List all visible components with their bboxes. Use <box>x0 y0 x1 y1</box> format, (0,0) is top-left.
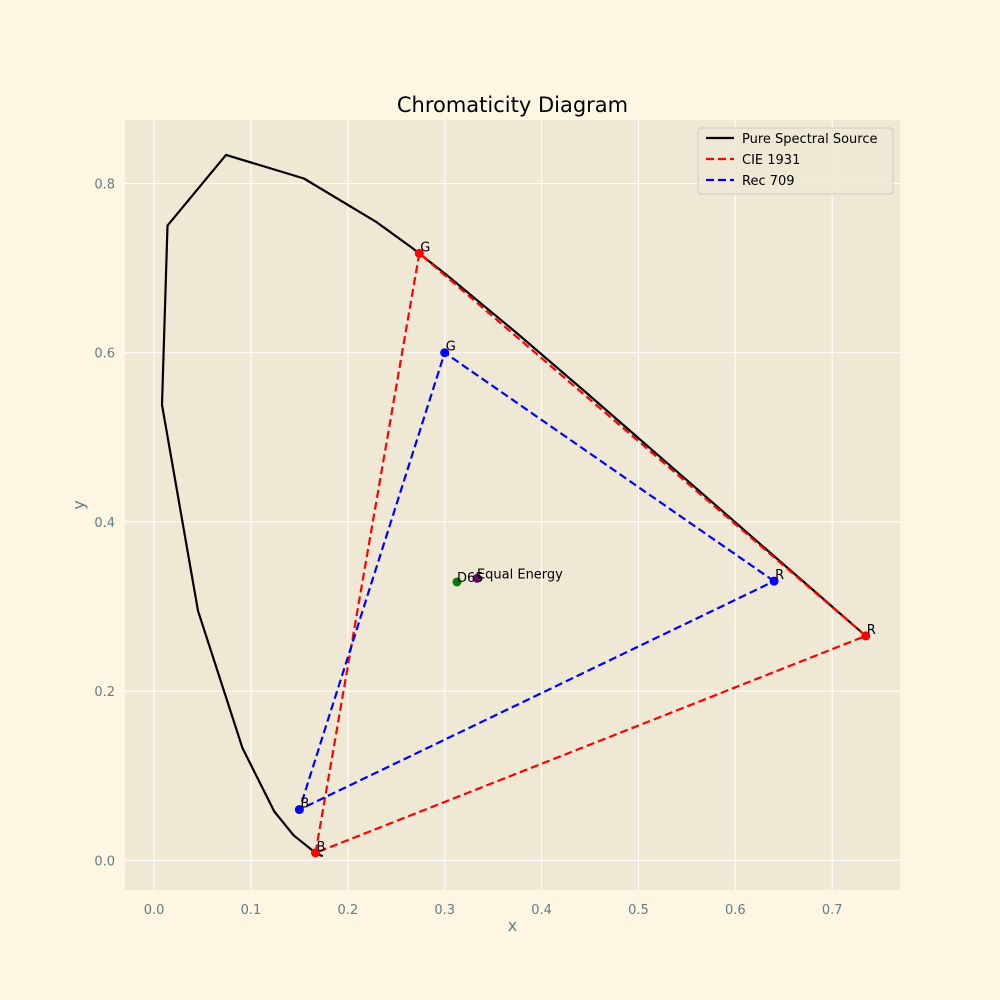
series-line-2 <box>298 351 775 811</box>
x-tick-label: 0.5 <box>628 903 649 918</box>
primary-vertex-marker <box>440 348 450 358</box>
x-tick-label: 0.1 <box>241 903 262 918</box>
legend: Pure Spectral Source CIE 1931 Rec 709 <box>697 127 894 195</box>
x-tick-label: 0.2 <box>337 903 358 918</box>
primary-vertex-marker <box>769 576 779 586</box>
legend-box <box>697 127 894 195</box>
y-axis-label: y <box>69 500 88 509</box>
markers-layer <box>294 248 871 858</box>
legend-entry-label: CIE 1931 <box>742 153 800 168</box>
primary-vertex-marker <box>414 248 424 258</box>
primary-vertex-label: G <box>446 340 456 355</box>
y-tick-label: 0.0 <box>94 854 115 869</box>
primary-vertex-label: G <box>420 240 430 255</box>
chart-title: Chromaticity Diagram <box>397 93 628 117</box>
primary-vertex-label: R <box>867 623 876 638</box>
grid-lines <box>125 120 900 890</box>
series-layer <box>160 153 867 858</box>
x-tick-label: 0.7 <box>822 903 843 918</box>
y-tick-label: 0.6 <box>94 347 115 362</box>
primary-vertex-marker <box>310 848 320 858</box>
x-axis-label: x <box>508 916 517 935</box>
x-tick-label: 0.3 <box>434 903 455 918</box>
primary-vertex-label: R <box>775 568 784 583</box>
y-tick-label: 0.2 <box>94 685 115 700</box>
white-point-label: Equal Energy <box>477 567 563 582</box>
y-tick-label: 0.8 <box>94 177 115 192</box>
legend-entry-label: Pure Spectral Source <box>742 132 878 147</box>
white-point-marker <box>452 577 462 587</box>
series-line-1 <box>314 252 867 855</box>
y-tick-label: 0.4 <box>94 516 115 531</box>
white-point-label: D65 <box>457 571 484 586</box>
primary-vertex-marker <box>861 631 871 641</box>
x-axis-ticks: 0.0 0.1 0.2 0.3 0.4 0.5 0.6 0.7 <box>144 903 843 918</box>
legend-entry-label: Rec 709 <box>742 174 795 189</box>
white-point-marker <box>472 573 482 583</box>
y-axis-ticks: 0.0 0.2 0.4 0.6 0.8 <box>94 177 115 869</box>
primary-vertex-label: B <box>316 840 325 855</box>
primary-vertex-marker <box>294 805 304 815</box>
x-tick-label: 0.4 <box>531 903 552 918</box>
plot-area <box>125 120 900 890</box>
x-tick-label: 0.0 <box>144 903 165 918</box>
primary-vertex-label: B <box>300 797 309 812</box>
x-tick-label: 0.6 <box>725 903 746 918</box>
